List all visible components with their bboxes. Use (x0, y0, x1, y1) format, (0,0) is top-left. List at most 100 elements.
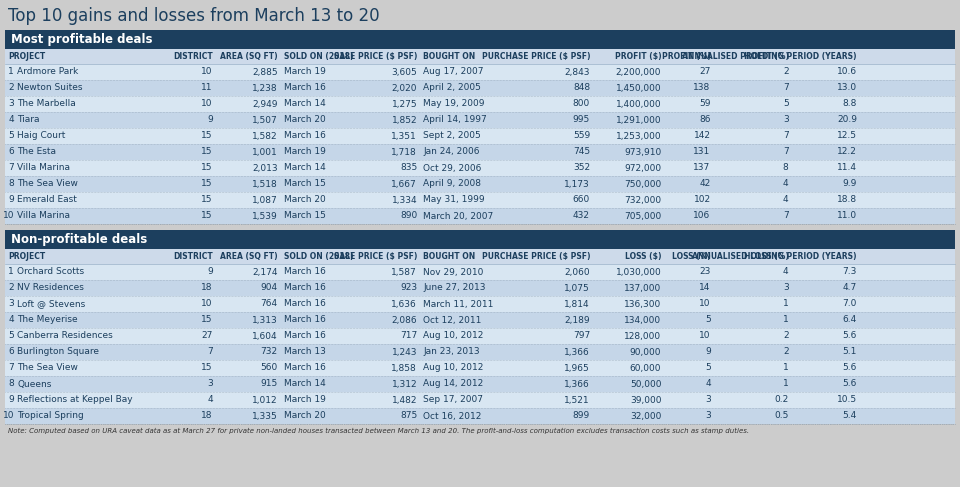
Text: 3: 3 (207, 379, 213, 389)
Text: 8: 8 (9, 180, 14, 188)
Text: Most profitable deals: Most profitable deals (11, 33, 153, 46)
Text: LOSS ($): LOSS ($) (625, 252, 661, 261)
Text: HOLDING PERIOD (YEARS): HOLDING PERIOD (YEARS) (745, 252, 857, 261)
Text: March 15: March 15 (283, 180, 325, 188)
Text: 1,351: 1,351 (392, 131, 418, 141)
Text: March 20: March 20 (283, 412, 325, 420)
Text: 8.8: 8.8 (843, 99, 857, 109)
Text: March 19: March 19 (283, 395, 325, 405)
Text: March 16: March 16 (283, 131, 325, 141)
Text: Oct 12, 2011: Oct 12, 2011 (423, 316, 482, 324)
Text: 764: 764 (260, 300, 277, 308)
Text: 995: 995 (573, 115, 590, 125)
Text: 5.4: 5.4 (843, 412, 857, 420)
Text: 10: 10 (3, 412, 14, 420)
Text: SALE PRICE ($ PSF): SALE PRICE ($ PSF) (334, 252, 418, 261)
Text: 1,518: 1,518 (252, 180, 277, 188)
Text: 10.5: 10.5 (837, 395, 857, 405)
Text: The Esta: The Esta (17, 148, 56, 156)
Text: Ardmore Park: Ardmore Park (17, 68, 79, 76)
Text: Aug 14, 2012: Aug 14, 2012 (423, 379, 484, 389)
Text: 4.7: 4.7 (843, 283, 857, 293)
Text: 1,313: 1,313 (252, 316, 277, 324)
Text: April 2, 2005: April 2, 2005 (423, 83, 481, 93)
Text: 717: 717 (400, 332, 418, 340)
Text: 4: 4 (207, 395, 213, 405)
Text: 102: 102 (693, 195, 710, 205)
Bar (5, 392, 955, 408)
Text: HOLDING PERIOD (YEARS): HOLDING PERIOD (YEARS) (745, 52, 857, 61)
Text: 705,000: 705,000 (624, 211, 661, 221)
Text: 18: 18 (202, 283, 213, 293)
Text: Loft @ Stevens: Loft @ Stevens (17, 300, 85, 308)
Text: Emerald East: Emerald East (17, 195, 77, 205)
Text: March 16: March 16 (283, 363, 325, 373)
Text: 1,173: 1,173 (564, 180, 590, 188)
Text: 660: 660 (573, 195, 590, 205)
Text: 2,189: 2,189 (564, 316, 590, 324)
Text: The Sea View: The Sea View (17, 180, 78, 188)
Text: 2: 2 (783, 348, 788, 356)
Text: Oct 29, 2006: Oct 29, 2006 (423, 164, 482, 172)
Text: 2,086: 2,086 (392, 316, 418, 324)
Text: 2,020: 2,020 (392, 83, 418, 93)
Text: 1: 1 (782, 316, 788, 324)
Text: 2,843: 2,843 (564, 68, 590, 76)
Text: 2,200,000: 2,200,000 (615, 68, 661, 76)
Text: 3: 3 (782, 115, 788, 125)
Text: 4: 4 (783, 195, 788, 205)
Text: 5.6: 5.6 (843, 363, 857, 373)
Text: 9: 9 (9, 395, 14, 405)
Text: 1,335: 1,335 (252, 412, 277, 420)
Text: 3: 3 (705, 412, 710, 420)
Text: BOUGHT ON: BOUGHT ON (423, 252, 475, 261)
Text: 5.1: 5.1 (843, 348, 857, 356)
Text: May 31, 1999: May 31, 1999 (423, 195, 485, 205)
Text: March 14: March 14 (283, 99, 325, 109)
Text: SOLD ON (2018): SOLD ON (2018) (283, 52, 353, 61)
Text: 2: 2 (783, 68, 788, 76)
Text: DISTRICT: DISTRICT (173, 252, 213, 261)
Text: 4: 4 (783, 180, 788, 188)
Text: 13.0: 13.0 (837, 83, 857, 93)
Text: 10: 10 (699, 300, 710, 308)
Text: 10.6: 10.6 (837, 68, 857, 76)
Text: 1,366: 1,366 (564, 348, 590, 356)
Bar (5, 176, 955, 192)
Text: 15: 15 (202, 148, 213, 156)
Text: 2,949: 2,949 (252, 99, 277, 109)
Text: 134,000: 134,000 (624, 316, 661, 324)
Bar (5, 376, 955, 392)
Text: March 16: March 16 (283, 83, 325, 93)
Text: AREA (SQ FT): AREA (SQ FT) (220, 52, 277, 61)
Text: 137,000: 137,000 (624, 283, 661, 293)
Text: 432: 432 (573, 211, 590, 221)
Text: 1,366: 1,366 (564, 379, 590, 389)
Text: 15: 15 (202, 316, 213, 324)
Text: 4: 4 (9, 115, 14, 125)
Text: 4: 4 (783, 267, 788, 277)
Text: 60,000: 60,000 (630, 363, 661, 373)
Text: PROFIT (%): PROFIT (%) (661, 52, 710, 61)
Text: 1: 1 (782, 379, 788, 389)
Text: 50,000: 50,000 (630, 379, 661, 389)
Text: March 15: March 15 (283, 211, 325, 221)
Text: Top 10 gains and losses from March 13 to 20: Top 10 gains and losses from March 13 to… (8, 7, 379, 25)
Text: 138: 138 (693, 83, 710, 93)
Text: 20.9: 20.9 (837, 115, 857, 125)
Text: 9: 9 (207, 115, 213, 125)
Text: 848: 848 (573, 83, 590, 93)
Text: 9: 9 (705, 348, 710, 356)
Text: March 20: March 20 (283, 115, 325, 125)
Text: 4: 4 (9, 316, 14, 324)
Text: PURCHASE PRICE ($ PSF): PURCHASE PRICE ($ PSF) (482, 52, 590, 61)
Text: Newton Suites: Newton Suites (17, 83, 83, 93)
Text: 3,605: 3,605 (392, 68, 418, 76)
Text: Non-profitable deals: Non-profitable deals (11, 233, 147, 246)
Text: LOSS (%): LOSS (%) (672, 252, 710, 261)
Text: Reflections at Keppel Bay: Reflections at Keppel Bay (17, 395, 132, 405)
Bar (0, 2, 960, 30)
Text: 1,858: 1,858 (392, 363, 418, 373)
Text: 732: 732 (260, 348, 277, 356)
Text: Tiara: Tiara (17, 115, 39, 125)
